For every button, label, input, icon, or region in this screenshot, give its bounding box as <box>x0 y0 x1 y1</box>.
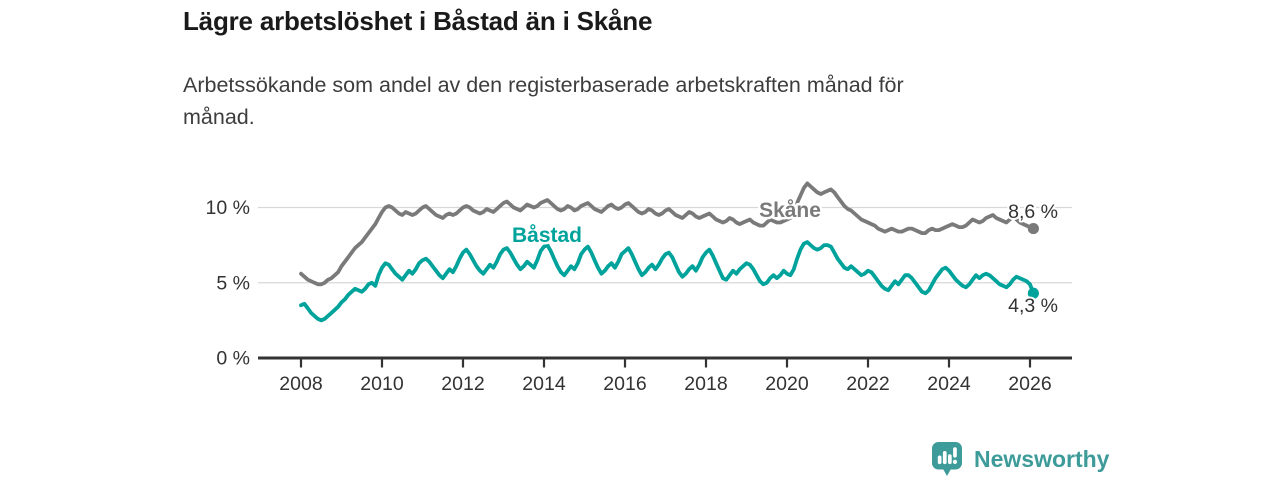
x-axis-label-2016: 2016 <box>603 373 646 395</box>
series-end-value-1: 4,3 % <box>1008 295 1058 317</box>
y-axis-label-10: 10 % <box>206 197 250 219</box>
series-end-value-0: 8,6 % <box>1008 201 1058 223</box>
series-end-dot-0 <box>1027 222 1039 235</box>
series-label-0: Skåne <box>759 199 821 222</box>
page-title: Lägre arbetslöshet i Båstad än i Skåne <box>183 6 653 36</box>
x-axis-label-2010: 2010 <box>360 373 404 395</box>
y-axis-label-5: 5 % <box>216 272 250 294</box>
newsworthy-brand: Newsworthy <box>931 441 1109 478</box>
newsworthy-wordmark: Newsworthy <box>974 446 1110 472</box>
x-axis-label-2018: 2018 <box>684 373 727 395</box>
x-axis-label-2012: 2012 <box>441 373 484 395</box>
newsworthy-logo-icon <box>932 442 962 476</box>
x-axis-label-2024: 2024 <box>927 373 971 395</box>
chart-subtitle: Arbetssökande som andel av den registerb… <box>183 69 1143 133</box>
series-line-0 <box>299 181 1036 287</box>
series-line-1 <box>299 240 1036 323</box>
x-axis-label-2020: 2020 <box>765 373 809 395</box>
x-axis-label-2026: 2026 <box>1008 373 1051 395</box>
x-axis-label-2014: 2014 <box>522 373 566 395</box>
x-axis-label-2008: 2008 <box>279 373 322 395</box>
y-axis-label-0: 0 % <box>216 348 250 370</box>
series-label-1: Båstad <box>512 224 582 247</box>
subtitle-line-1: Arbetssökande som andel av den registerb… <box>183 73 904 97</box>
x-axis-label-2022: 2022 <box>846 373 889 395</box>
series-end-dot-1 <box>1027 287 1039 299</box>
subtitle-line-2: månad. <box>183 105 255 129</box>
